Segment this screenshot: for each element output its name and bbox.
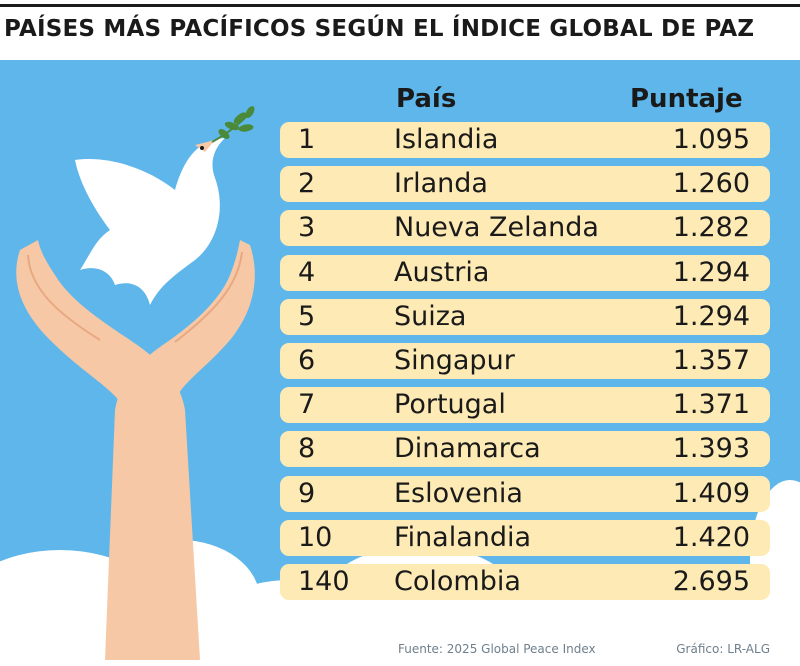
rank-cell: 140: [298, 565, 350, 597]
column-header-score: Puntaje: [630, 84, 743, 114]
score-cell: 1.095: [672, 124, 750, 155]
country-cell: Finalandia: [394, 521, 532, 553]
chart-title: PAÍSES MÁS PACÍFICOS SEGÚN EL ÍNDICE GLO…: [4, 16, 755, 42]
country-cell: Irlanda: [394, 168, 488, 200]
score-cell: 1.294: [672, 300, 750, 332]
table-row: 8 Dinamarca 1.393: [280, 431, 770, 468]
hands-icon: [16, 240, 255, 660]
table-row: 4 Austria 1.294: [280, 254, 770, 291]
table-row: 1 Islandia 1.095: [280, 122, 770, 158]
score-cell: 1.409: [672, 477, 750, 509]
table-row: 6 Singapur 1.357: [280, 342, 770, 379]
rank-cell: 5: [298, 300, 316, 332]
rank-cell: 2: [298, 168, 316, 200]
table-row: 2 Irlanda 1.260: [280, 166, 770, 203]
country-cell: Portugal: [394, 389, 506, 421]
rank-cell: 9: [298, 477, 316, 509]
country-cell: Eslovenia: [394, 477, 523, 509]
olive-branch-icon: [211, 106, 255, 143]
rank-cell: 3: [298, 212, 316, 244]
table-row: 7 Portugal 1.371: [280, 387, 770, 424]
table-row: 10 Finalandia 1.420: [280, 519, 770, 556]
source-note: Fuente: 2025 Global Peace Index: [398, 642, 596, 656]
table-row: 140 Colombia 2.695: [280, 563, 770, 600]
score-cell: 1.282: [672, 212, 750, 244]
rank-cell: 7: [298, 389, 316, 421]
score-cell: 1.260: [672, 168, 750, 200]
chart-panel: País Puntaje 1 Islandia 1.095 2 Irlanda 1.260…: [0, 60, 800, 666]
country-cell: Islandia: [394, 124, 499, 155]
credit-note: Gráfico: LR-ALG: [676, 642, 770, 656]
rank-cell: 10: [298, 521, 333, 553]
ranking-table: 1 Islandia 1.095 2 Irlanda 1.260 3 Nueva Zeland…: [280, 122, 770, 608]
score-cell: 1.294: [672, 256, 750, 288]
country-cell: Colombia: [394, 565, 521, 597]
column-header-country: País: [396, 84, 457, 114]
table-row: 5 Suiza 1.294: [280, 298, 770, 335]
top-rule: [0, 4, 800, 7]
score-cell: 1.393: [672, 433, 750, 465]
rank-cell: 6: [298, 344, 316, 376]
score-cell: 1.371: [672, 389, 750, 421]
country-cell: Nueva Zelanda: [394, 212, 599, 244]
score-cell: 2.695: [672, 565, 750, 597]
rank-cell: 4: [298, 256, 316, 288]
rank-cell: 1: [298, 124, 316, 155]
score-cell: 1.357: [672, 344, 750, 376]
country-cell: Austria: [394, 256, 490, 288]
rank-cell: 8: [298, 433, 316, 465]
country-cell: Singapur: [394, 344, 515, 376]
table-row: 9 Eslovenia 1.409: [280, 475, 770, 512]
country-cell: Suiza: [394, 300, 467, 332]
country-cell: Dinamarca: [394, 433, 541, 465]
dove-icon: [75, 138, 225, 305]
score-cell: 1.420: [672, 521, 750, 553]
table-row: 3 Nueva Zelanda 1.282: [280, 210, 770, 247]
